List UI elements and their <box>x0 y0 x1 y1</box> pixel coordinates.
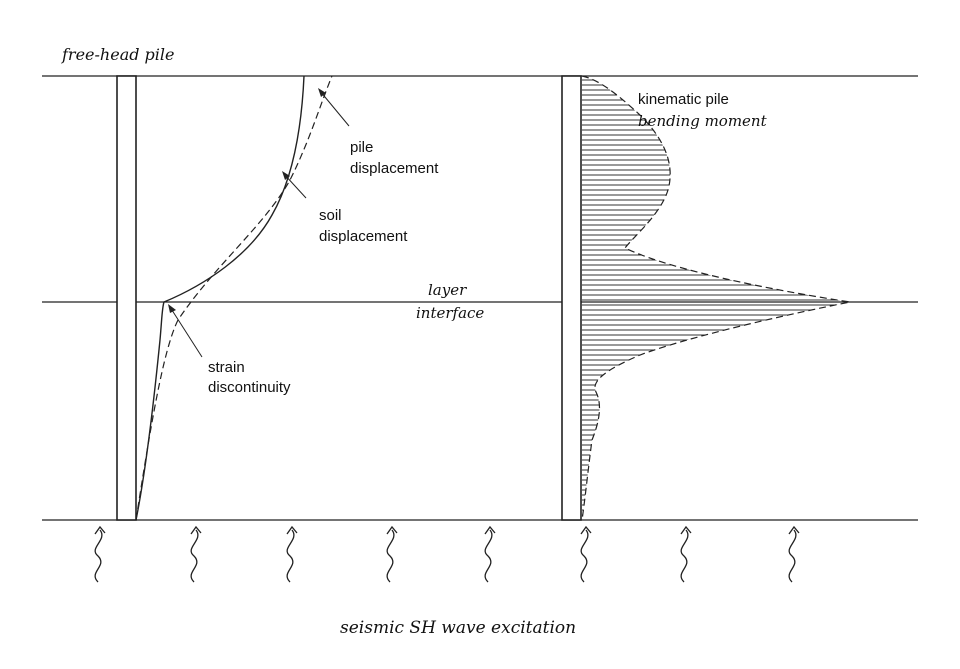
seismic-wave-arrow-icon <box>386 525 398 583</box>
soil-displacement-label: soil displacement <box>319 207 408 245</box>
soil-displacement-leader <box>282 171 307 199</box>
pile-displacement-label: pile displacement <box>350 139 439 177</box>
excitation-caption: seismic SH wave excitation <box>340 618 576 638</box>
bending-moment-label: kinematic pile bending moment <box>638 91 768 130</box>
strain-discontinuity-label: strain discontinuity <box>208 359 291 396</box>
pile-column-left <box>116 75 137 521</box>
pile-displacement-leader <box>318 88 350 127</box>
seismic-wave-arrow-icon <box>190 525 202 583</box>
seismic-wave-arrow-icon <box>680 525 692 583</box>
figure-title: free-head pile <box>61 45 175 64</box>
seismic-wave-arrow-icon <box>94 525 106 583</box>
layer-interface-label: layer interface <box>416 281 484 322</box>
seismic-wave-arrow-icon <box>484 525 496 583</box>
seismic-waves <box>94 525 800 583</box>
pile-column-right <box>561 75 582 521</box>
seismic-wave-arrow-icon <box>286 525 298 583</box>
strain-discontinuity-leader <box>168 304 203 358</box>
pile-displacement-curve <box>135 75 333 521</box>
seismic-wave-arrow-icon <box>580 525 592 583</box>
soil-displacement-curve <box>135 75 305 521</box>
bending-moment-hatching <box>582 79 850 516</box>
seismic-wave-arrow-icon <box>788 525 800 583</box>
bending-moment-envelope <box>581 75 851 521</box>
